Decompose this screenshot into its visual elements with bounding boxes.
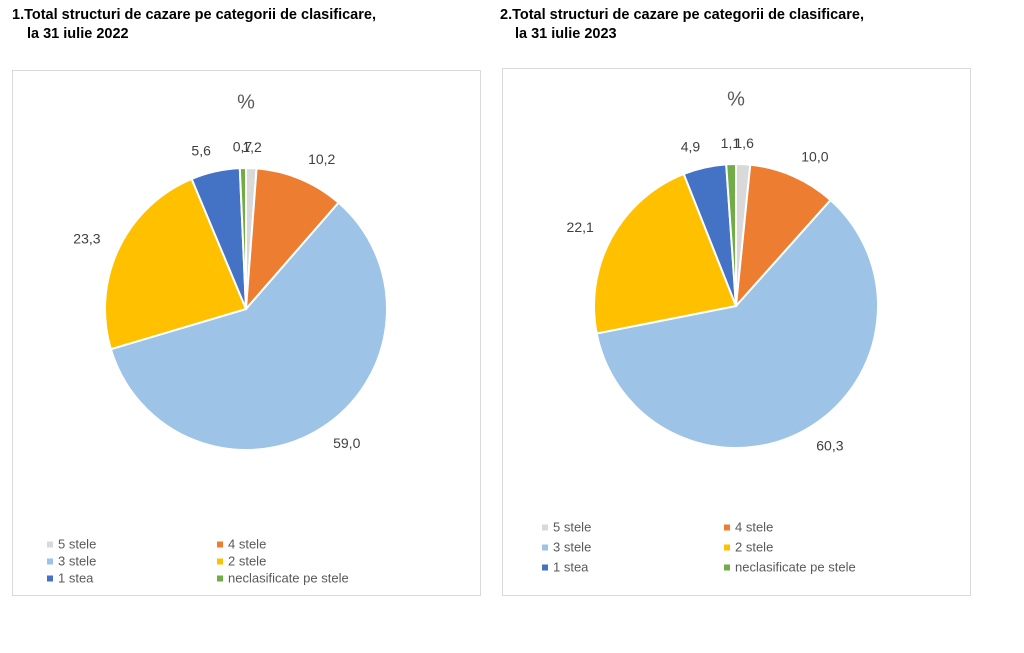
legend-label: 4 stele xyxy=(735,519,773,534)
pie-slice xyxy=(104,177,248,351)
legend-swatch xyxy=(217,541,223,548)
legend-swatch xyxy=(724,544,730,551)
legend-swatch xyxy=(217,558,223,565)
legend-label: neclasificate pe stele xyxy=(735,559,856,574)
data-label: 5,6 xyxy=(191,143,211,159)
legend-label: 3 stele xyxy=(58,553,96,568)
legend-swatch xyxy=(724,524,730,531)
data-label: 0,7 xyxy=(233,139,253,155)
pie-slice xyxy=(244,167,340,312)
legend-swatch xyxy=(47,558,53,565)
legend-label: 1 stea xyxy=(58,570,94,585)
pie-slice xyxy=(593,172,738,335)
data-label: 22,1 xyxy=(567,219,594,235)
chart-frame xyxy=(502,68,971,596)
pie-slice xyxy=(109,201,388,451)
legend-label: 4 stele xyxy=(228,536,266,551)
legend-swatch xyxy=(724,564,730,571)
data-label: 1,1 xyxy=(721,135,741,151)
legend-swatch xyxy=(47,575,53,582)
pie-slice xyxy=(595,198,879,449)
legend-swatch xyxy=(47,541,53,548)
legend-label: 2 stele xyxy=(735,539,773,554)
legend-label: 1 stea xyxy=(553,559,589,574)
data-label: 60,3 xyxy=(816,437,843,453)
chart-title: 2.Total structuri de cazare pe categorii… xyxy=(500,7,864,23)
legend-swatch xyxy=(542,524,548,531)
unit-title: % xyxy=(237,91,255,113)
data-label: 59,0 xyxy=(333,435,360,451)
legend-swatch xyxy=(542,564,548,571)
data-label: 1,6 xyxy=(734,135,754,151)
chart-subtitle: la 31 iulie 2022 xyxy=(27,26,129,42)
legend-label: 5 stele xyxy=(58,536,96,551)
chart-title: 1.Total structuri de cazare pe categorii… xyxy=(12,7,376,23)
data-label: 1,2 xyxy=(242,139,262,155)
legend-label: neclasificate pe stele xyxy=(228,570,349,585)
data-label: 10,2 xyxy=(308,151,335,167)
pie-slice xyxy=(238,166,247,310)
pie-slice xyxy=(734,163,832,309)
data-label: 10,0 xyxy=(801,148,828,164)
chart-frame xyxy=(12,70,481,596)
legend-label: 2 stele xyxy=(228,553,266,568)
chart-subtitle: la 31 iulie 2023 xyxy=(515,26,617,42)
legend-label: 3 stele xyxy=(553,539,591,554)
legend-swatch xyxy=(542,544,548,551)
data-label: 4,9 xyxy=(681,139,701,155)
legend-swatch xyxy=(217,575,223,582)
pie-slice xyxy=(725,162,737,307)
unit-title: % xyxy=(727,88,745,110)
legend-label: 5 stele xyxy=(553,519,591,534)
data-label: 23,3 xyxy=(73,231,100,247)
